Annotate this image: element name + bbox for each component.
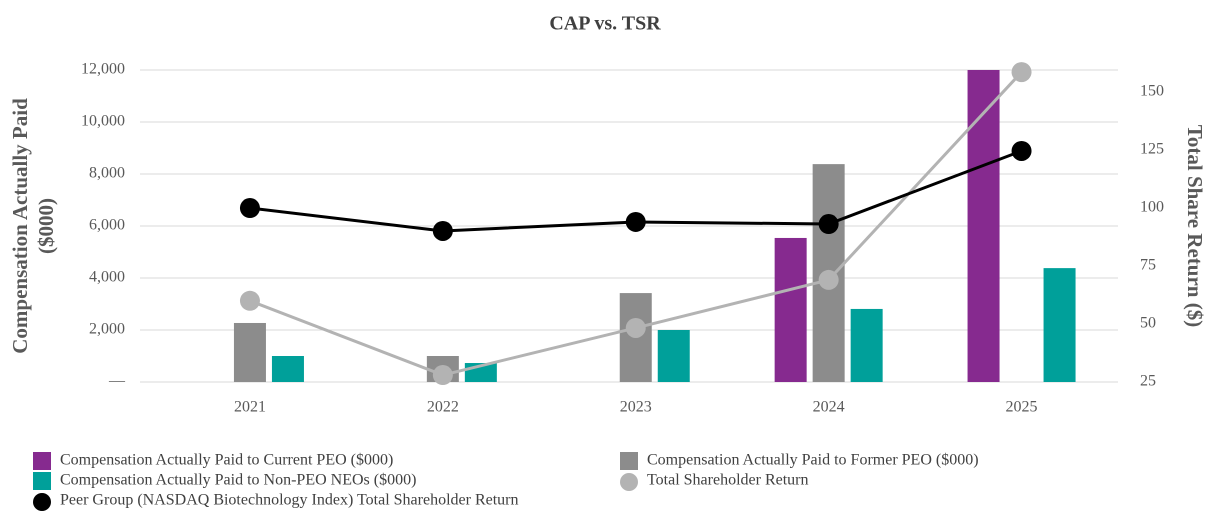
x-tick-label: 2024 xyxy=(813,399,845,416)
marker xyxy=(239,290,260,311)
marker xyxy=(239,198,260,219)
y-axis-label: ($000) xyxy=(34,198,58,254)
bar xyxy=(1043,268,1076,382)
y-tick-label: 8,000 xyxy=(89,165,125,182)
marker xyxy=(1011,62,1032,83)
marker xyxy=(1011,140,1032,161)
x-tick-label: 2021 xyxy=(234,399,266,416)
bar xyxy=(850,308,883,382)
legend-swatch xyxy=(620,452,638,470)
legend-label: Compensation Actually Paid to Current PE… xyxy=(60,452,393,469)
legend-swatch xyxy=(620,473,638,491)
y2-axis-label: Total Share Return ($) xyxy=(1183,125,1207,327)
y-tick-label: 2,000 xyxy=(89,321,125,338)
bar xyxy=(271,356,304,382)
bar xyxy=(657,330,690,382)
y2-tick-label: 150 xyxy=(1140,83,1164,100)
y2-tick-label: 125 xyxy=(1140,141,1164,158)
y-tick-label: — xyxy=(108,373,126,390)
x-tick-label: 2022 xyxy=(427,399,459,416)
y2-tick-label: 100 xyxy=(1140,199,1164,216)
y-tick-label: 6,000 xyxy=(89,217,125,234)
y2-tick-label: 25 xyxy=(1140,373,1156,390)
marker xyxy=(818,269,839,290)
bar xyxy=(233,322,266,382)
marker xyxy=(432,220,453,241)
bar xyxy=(774,237,807,382)
bar xyxy=(967,70,1000,382)
marker xyxy=(432,365,453,386)
marker xyxy=(625,211,646,232)
y2-tick-label: 50 xyxy=(1140,315,1156,332)
x-tick-label: 2025 xyxy=(1006,399,1038,416)
legend-swatch xyxy=(33,472,51,490)
y-tick-label: 4,000 xyxy=(89,269,125,286)
legend-label: Compensation Actually Paid to Non-PEO NE… xyxy=(60,472,416,489)
legend-swatch xyxy=(33,493,51,511)
y-tick-label: 10,000 xyxy=(81,113,125,130)
legend-label: Total Shareholder Return xyxy=(647,472,809,489)
legend-label: Compensation Actually Paid to Former PEO… xyxy=(647,452,979,469)
legend-label: Peer Group (NASDAQ Biotechnology Index) … xyxy=(60,492,519,509)
x-tick-label: 2023 xyxy=(620,399,652,416)
y2-tick-label: 75 xyxy=(1140,257,1156,274)
marker xyxy=(625,317,646,338)
y-axis-label: Compensation Actually Paid xyxy=(8,98,32,354)
chart-title: CAP vs. TSR xyxy=(549,13,661,35)
marker xyxy=(818,214,839,235)
y-tick-label: 12,000 xyxy=(81,61,125,78)
legend-swatch xyxy=(33,452,51,470)
